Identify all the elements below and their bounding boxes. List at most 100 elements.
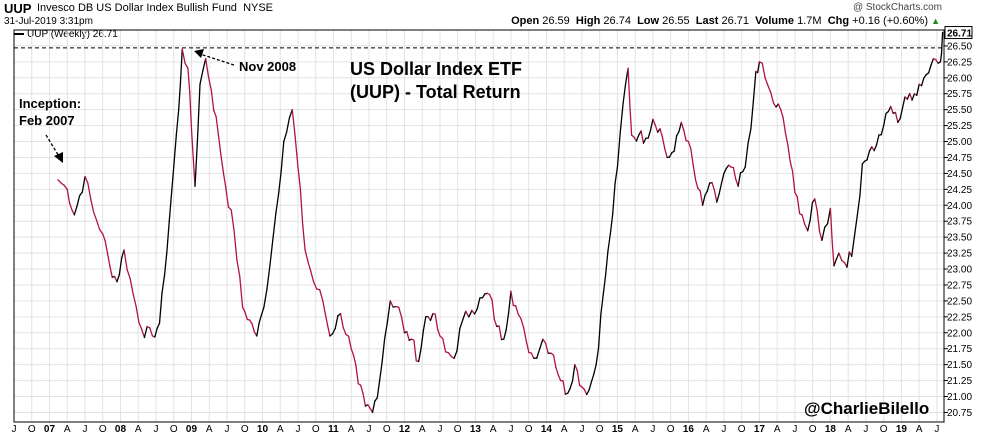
series-segment [178,81,182,111]
x-tick-label: J [437,424,442,435]
series-segment [202,58,207,72]
series-segment [129,278,134,296]
title-line-2: (UUP) - Total Return [350,82,521,102]
series-segment [217,134,222,155]
series-segment [930,58,935,67]
series-segment [576,369,581,386]
x-tick-label: 13 [470,424,482,435]
x-tick-label: A [135,424,142,435]
y-tick-label: 25.50 [947,105,972,116]
series-segment [163,251,168,277]
last-value-label: 26.71 [947,29,972,40]
series-segment [761,62,766,79]
x-tick-label: 18 [825,424,837,435]
series-segment [132,293,137,308]
series-segment [312,281,318,290]
y-tick-label: 26.00 [947,73,972,84]
y-tick-label: 22.50 [947,296,972,307]
x-tick-label: O [99,424,107,435]
y-tick-label: 21.25 [947,376,972,387]
series-segment [352,354,357,367]
series-segment [386,300,391,323]
series-segment [199,70,204,85]
series-segment [614,166,619,184]
series-segment [737,172,742,187]
series-segment [189,91,193,130]
series-segment [418,347,422,363]
series-segment [66,188,71,204]
series-segment [260,306,265,316]
exchange: NYSE [243,2,274,14]
series-segment [716,193,720,203]
series-segment [927,64,932,74]
series-segment [272,213,277,238]
series-segment [647,129,652,139]
title-line-1: US Dollar Index ETF [350,59,523,79]
x-tick-label: A [348,424,355,435]
series-segment [503,329,507,340]
x-tick-label: J [721,424,726,435]
series-segment [109,265,113,278]
series-segment [99,228,104,235]
series-segment [600,293,604,315]
x-tick-label: 07 [44,424,56,435]
series-segment [868,146,873,152]
series-segment [901,96,906,109]
series-segment [853,214,859,237]
series-segment [807,219,811,232]
y-tick-label: 24.00 [947,201,972,212]
series-segment [571,363,576,382]
series-segment [897,117,901,124]
x-tick-label: J [792,424,797,435]
x-tick-label: J [295,424,300,435]
series-segment [723,167,727,175]
series-segment [678,121,682,133]
series-segment [331,327,336,335]
series-segment [720,172,725,184]
series-segment [294,135,299,168]
low-value: 26.55 [662,15,690,27]
inception-arrow [45,134,63,163]
series-segment [269,236,274,266]
series-segment [875,134,880,146]
series-segment [249,319,253,325]
series-segment [642,137,647,144]
series-segment [616,131,621,168]
series-segment [782,116,787,134]
series-segment [57,179,62,184]
series-segment [894,111,899,124]
series-segment [794,191,798,198]
series-segment [170,163,175,194]
series-segment [838,252,843,262]
series-segment [367,404,371,409]
x-tick-label: J [366,424,371,435]
series-segment [187,67,191,93]
series-segment [732,166,737,180]
x-tick-label: O [170,424,178,435]
series-segment [196,83,201,140]
series-segment [118,257,123,276]
series-segment [530,352,535,359]
series-segment [804,223,809,232]
series-segment [883,112,887,127]
series-segment [222,170,227,187]
series-segment [801,214,806,226]
series-segment [552,354,557,369]
x-tick-label: O [596,424,604,435]
x-tick-label: A [561,424,568,435]
series-segment [789,160,794,172]
series-segment [635,134,640,142]
series-segment [220,153,224,172]
series-segment [595,347,600,366]
series-segment [143,325,148,339]
y-tick-label: 25.75 [947,89,972,100]
series-segment [770,92,775,104]
series-segment [227,206,232,211]
series-segment [113,275,118,283]
ticker-symbol: UUP [4,1,32,16]
series-segment [126,268,131,280]
series-segment [744,142,749,168]
series-segment [659,128,664,138]
series-segment [339,312,344,329]
high-value: 26.74 [603,15,631,27]
